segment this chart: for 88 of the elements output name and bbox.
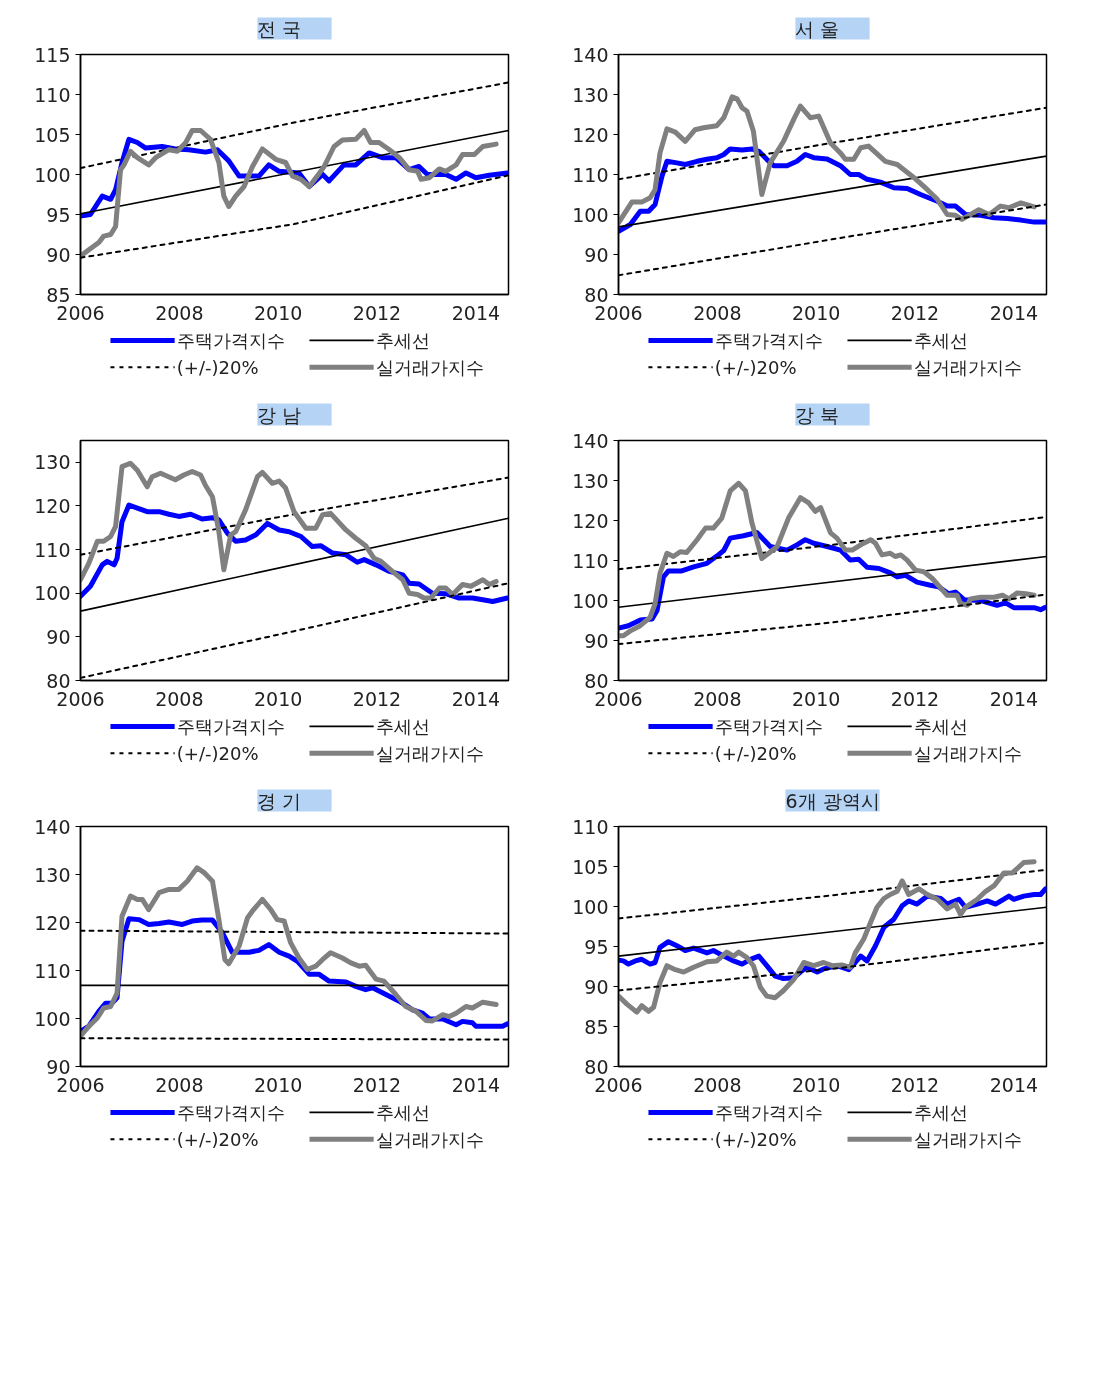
- x-tick-label: 2010: [254, 687, 303, 710]
- y-tick-label: 110: [34, 538, 71, 561]
- y-tick-label: 110: [34, 83, 71, 106]
- legend-label: 추세선: [913, 329, 968, 351]
- x-tick-label: 2008: [693, 687, 742, 710]
- legend-label: 추세선: [375, 715, 430, 737]
- legend-label: 주택가격지수: [714, 1101, 823, 1123]
- legend-label: (+/-)20%: [714, 742, 797, 764]
- y-tick-label: 105: [34, 123, 71, 146]
- y-tick-label: 90: [584, 243, 609, 266]
- chart-title: 전 국: [257, 17, 302, 40]
- x-tick-label: 2014: [451, 687, 501, 710]
- legend-label: 실거래가지수: [913, 1128, 1022, 1150]
- y-tick-label: 110: [572, 549, 609, 572]
- legend-label: 실거래가지수: [375, 1128, 484, 1150]
- y-tick-label: 110: [34, 959, 71, 982]
- chart-title: 서 울: [795, 17, 840, 40]
- x-tick-label: 2008: [155, 1073, 204, 1096]
- x-tick-label: 2012: [890, 1073, 940, 1096]
- y-tick-label: 100: [34, 1007, 71, 1030]
- y-tick-label: 120: [34, 911, 71, 934]
- y-tick-label: 130: [34, 451, 71, 474]
- y-tick-label: 85: [584, 1015, 609, 1038]
- y-tick-label: 90: [584, 975, 609, 998]
- x-tick-label: 2008: [155, 301, 204, 324]
- legend-label: 주택가격지수: [176, 329, 285, 351]
- x-tick-label: 2014: [989, 1073, 1039, 1096]
- x-tick-label: 2012: [890, 687, 940, 710]
- y-tick-label: 100: [572, 589, 609, 612]
- y-tick-label: 95: [46, 203, 71, 226]
- y-tick-label: 110: [572, 815, 609, 838]
- x-tick-label: 2012: [352, 301, 402, 324]
- y-tick-label: 105: [572, 855, 609, 878]
- x-tick-label: 2010: [792, 687, 841, 710]
- y-tick-label: 140: [34, 815, 71, 838]
- legend-label: (+/-)20%: [714, 356, 797, 378]
- chart-title: 강 북: [795, 403, 840, 426]
- y-tick-label: 140: [572, 429, 609, 452]
- x-tick-label: 2012: [352, 687, 402, 710]
- x-tick-label: 2008: [693, 1073, 742, 1096]
- x-tick-label: 2012: [890, 301, 940, 324]
- x-tick-label: 2010: [254, 301, 303, 324]
- x-tick-label: 2014: [989, 301, 1039, 324]
- x-tick-label: 2014: [451, 1073, 501, 1096]
- x-tick-label: 2010: [254, 1073, 303, 1096]
- legend-label: (+/-)20%: [176, 356, 259, 378]
- y-tick-label: 100: [34, 582, 71, 605]
- y-tick-label: 115: [34, 43, 71, 66]
- chart-title: 경 기: [257, 789, 302, 812]
- y-tick-label: 90: [46, 243, 71, 266]
- legend-label: (+/-)20%: [176, 742, 259, 764]
- x-tick-label: 2008: [155, 687, 204, 710]
- y-tick-label: 100: [572, 203, 609, 226]
- y-tick-label: 120: [34, 494, 71, 517]
- legend-label: 추세선: [375, 1101, 430, 1123]
- x-tick-label: 2014: [989, 687, 1039, 710]
- legend-label: 주택가격지수: [176, 715, 285, 737]
- legend-label: 주택가격지수: [714, 329, 823, 351]
- legend-label: 주택가격지수: [176, 1101, 285, 1123]
- y-tick-label: 140: [572, 43, 609, 66]
- legend-label: (+/-)20%: [176, 1128, 259, 1150]
- x-tick-label: 2010: [792, 301, 841, 324]
- x-tick-label: 2010: [792, 1073, 841, 1096]
- y-tick-label: 95: [584, 935, 609, 958]
- y-tick-label: 130: [34, 863, 71, 886]
- y-tick-label: 120: [572, 509, 609, 532]
- legend-label: 실거래가지수: [375, 356, 484, 378]
- y-tick-label: 130: [572, 469, 609, 492]
- x-tick-label: 2008: [693, 301, 742, 324]
- legend-label: 실거래가지수: [913, 742, 1022, 764]
- y-tick-label: 130: [572, 83, 609, 106]
- legend-label: (+/-)20%: [714, 1128, 797, 1150]
- x-tick-label: 2014: [451, 301, 501, 324]
- legend-label: 주택가격지수: [714, 715, 823, 737]
- legend-label: 추세선: [913, 715, 968, 737]
- y-tick-label: 90: [46, 625, 71, 648]
- y-tick-label: 100: [34, 163, 71, 186]
- y-tick-label: 90: [584, 629, 609, 652]
- legend-label: 추세선: [913, 1101, 968, 1123]
- chart-title: 강 남: [257, 403, 302, 426]
- y-tick-label: 120: [572, 123, 609, 146]
- legend-label: 실거래가지수: [375, 742, 484, 764]
- y-tick-label: 110: [572, 163, 609, 186]
- x-tick-label: 2012: [352, 1073, 402, 1096]
- legend-label: 실거래가지수: [913, 356, 1022, 378]
- legend-label: 추세선: [375, 329, 430, 351]
- chart-title: 6개 광역시: [785, 789, 880, 812]
- y-tick-label: 100: [572, 895, 609, 918]
